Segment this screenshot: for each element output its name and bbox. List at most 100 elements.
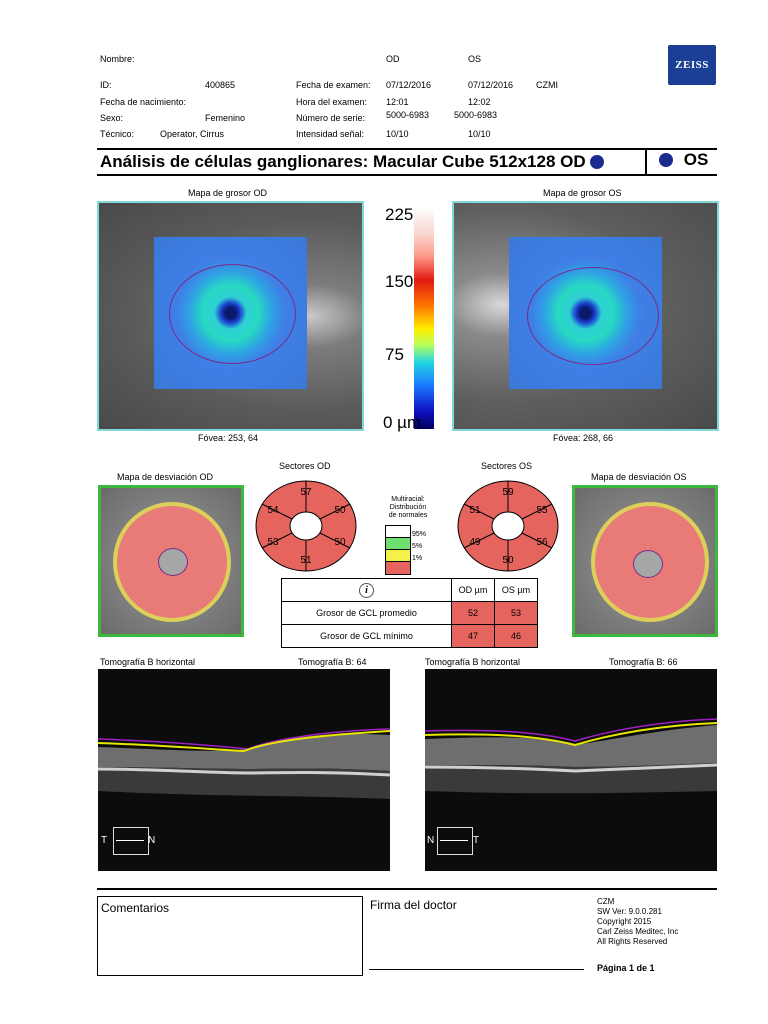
bscan-od-label: Tomografía B horizontal <box>100 657 196 667</box>
legend-title: Multiracial: Distribución de normales <box>384 496 432 520</box>
deviation-os-title: Mapa de desviación OS <box>591 472 687 482</box>
sector-od-upper-right: 50 <box>334 505 346 516</box>
id-value: 400865 <box>205 80 236 90</box>
software-info: CZM SW Ver: 9.0.0.281 Copyright 2015 Car… <box>597 897 678 947</box>
legend-swatch-red <box>386 562 410 574</box>
exam-extra: CZMI <box>536 80 558 90</box>
bscan-os-left: N <box>427 835 435 846</box>
bscan-os-right: T <box>473 835 480 846</box>
bscan-os-image <box>425 718 717 794</box>
exam-time-od: 12:01 <box>386 97 409 107</box>
gcl-min-od: 47 <box>451 624 495 648</box>
ellipse-od <box>169 264 296 364</box>
info-line-1: CZM <box>597 897 615 906</box>
legend-5: 5% <box>412 543 423 550</box>
exam-date-os: 07/12/2016 <box>468 80 514 90</box>
gcl-table: i OD µm OS µm Grosor de GCL promedio 52 … <box>281 578 538 648</box>
sectors-os-title: Sectores OS <box>481 461 533 471</box>
scale-label-75: 75 <box>385 345 404 364</box>
orientation-box-os <box>437 827 473 855</box>
sector-os-bottom: 50 <box>502 555 514 566</box>
thickness-od-title: Mapa de grosor OD <box>188 188 268 198</box>
bscan-od-left: T <box>101 835 108 846</box>
gcl-avg-od: 52 <box>451 601 495 625</box>
sex-label: Sexo: <box>100 113 124 123</box>
nombre-label: Nombre: <box>100 54 135 64</box>
col-os-header: OS µm <box>494 578 538 602</box>
sectors-od-chart: 57 50 50 51 53 54 <box>255 480 357 572</box>
sector-os-upper-right: 55 <box>536 505 548 516</box>
sector-os-lower-left: 49 <box>469 537 481 548</box>
od-column-label: OD <box>386 54 400 64</box>
table-row: Grosor de GCL mínimo 47 46 <box>281 624 538 648</box>
signal-od: 10/10 <box>386 129 409 139</box>
birthdate-label: Fecha de nacimiento: <box>100 97 187 107</box>
sector-od-bottom: 51 <box>300 555 312 566</box>
info-line-5: All Rights Reserved <box>597 937 668 946</box>
sectors-od-title: Sectores OD <box>279 461 331 471</box>
orientation-box-od <box>113 827 149 855</box>
serial-os: 5000-6983 <box>454 110 498 120</box>
report-title: Análisis de células ganglionares: Macula… <box>100 152 605 172</box>
sector-od-upper-left: 54 <box>267 505 279 516</box>
zeiss-logo: ZEISS <box>668 45 716 85</box>
sex-value: Femenino <box>205 113 246 123</box>
comments-box[interactable]: Comentarios <box>97 896 363 976</box>
info-line-2: SW Ver: 9.0.0.281 <box>597 907 662 916</box>
os-eye-dot-icon <box>659 153 673 167</box>
bscan-od: T N <box>98 669 390 871</box>
sector-os-lower-right: 56 <box>536 537 548 548</box>
id-label: ID: <box>100 80 112 90</box>
sectors-os-chart: 59 55 56 50 49 51 <box>457 480 559 572</box>
title-od: OD <box>560 152 586 171</box>
footer-divider <box>97 888 717 890</box>
legend-title-line-2: Distribución <box>389 504 427 511</box>
legend-title-line-1: Multiracial: <box>391 496 425 503</box>
legend-title-line-3: de normales <box>388 512 428 519</box>
legend-swatch-green <box>386 538 410 550</box>
table-row: Grosor de GCL promedio 52 53 <box>281 601 538 625</box>
sector-od-lower-right: 50 <box>334 537 346 548</box>
ellipse-os <box>527 267 659 365</box>
report-title-text: Análisis de células ganglionares: Macula… <box>100 152 556 171</box>
gcl-min-label: Grosor de GCL mínimo <box>281 624 452 648</box>
sector-od-lower-left: 53 <box>267 537 279 548</box>
gcl-min-os: 46 <box>494 624 538 648</box>
exam-date-label: Fecha de examen: <box>296 80 371 90</box>
info-line-4: Carl Zeiss Meditec, Inc <box>597 927 679 936</box>
bscan-os-label: Tomografía B horizontal <box>425 657 521 667</box>
technician-value: Operator, Cirrus <box>160 129 225 139</box>
legend-swatches <box>385 525 411 575</box>
technician-label: Técnico: <box>100 129 135 139</box>
thickness-map-od <box>97 201 364 431</box>
bscan-od-slice: Tomografía B: 64 <box>298 657 367 667</box>
page-number: Página 1 de 1 <box>597 963 655 973</box>
exam-time-os: 12:02 <box>468 97 491 107</box>
thickness-os-title: Mapa de grosor OS <box>543 188 622 198</box>
scale-label-0: 0 µm <box>383 413 422 432</box>
legend-95: 95% <box>412 531 427 538</box>
fovea-os: Fóvea: 268, 66 <box>553 433 614 443</box>
signature-label: Firma del doctor <box>370 898 457 912</box>
info-cell: i <box>281 578 452 602</box>
deviation-center-od <box>158 548 188 576</box>
orientation-arrow-icon <box>116 840 144 841</box>
os-column-label: OS <box>468 54 482 64</box>
title-os: OS <box>683 150 709 169</box>
gcl-header-row: i OD µm OS µm <box>281 578 538 602</box>
info-line-3: Copyright 2015 <box>597 917 652 926</box>
scale-label-225: 225 <box>385 205 414 224</box>
od-eye-dot-icon <box>590 155 605 169</box>
scale-label-150: 150 <box>385 272 414 291</box>
col-od-header: OD µm <box>451 578 495 602</box>
bscan-os-slice: Tomografía B: 66 <box>609 657 678 667</box>
thickness-color-scale <box>414 207 434 429</box>
info-icon[interactable]: i <box>359 582 374 598</box>
deviation-od-title: Mapa de desviación OD <box>117 472 214 482</box>
sector-os-top: 59 <box>502 487 514 498</box>
legend-1: 1% <box>412 555 423 562</box>
report-title-bar: Análisis de células ganglionares: Macula… <box>97 148 717 176</box>
signature-line[interactable] <box>369 969 584 970</box>
signal-os: 10/10 <box>468 129 491 139</box>
deviation-map-od <box>98 485 244 637</box>
